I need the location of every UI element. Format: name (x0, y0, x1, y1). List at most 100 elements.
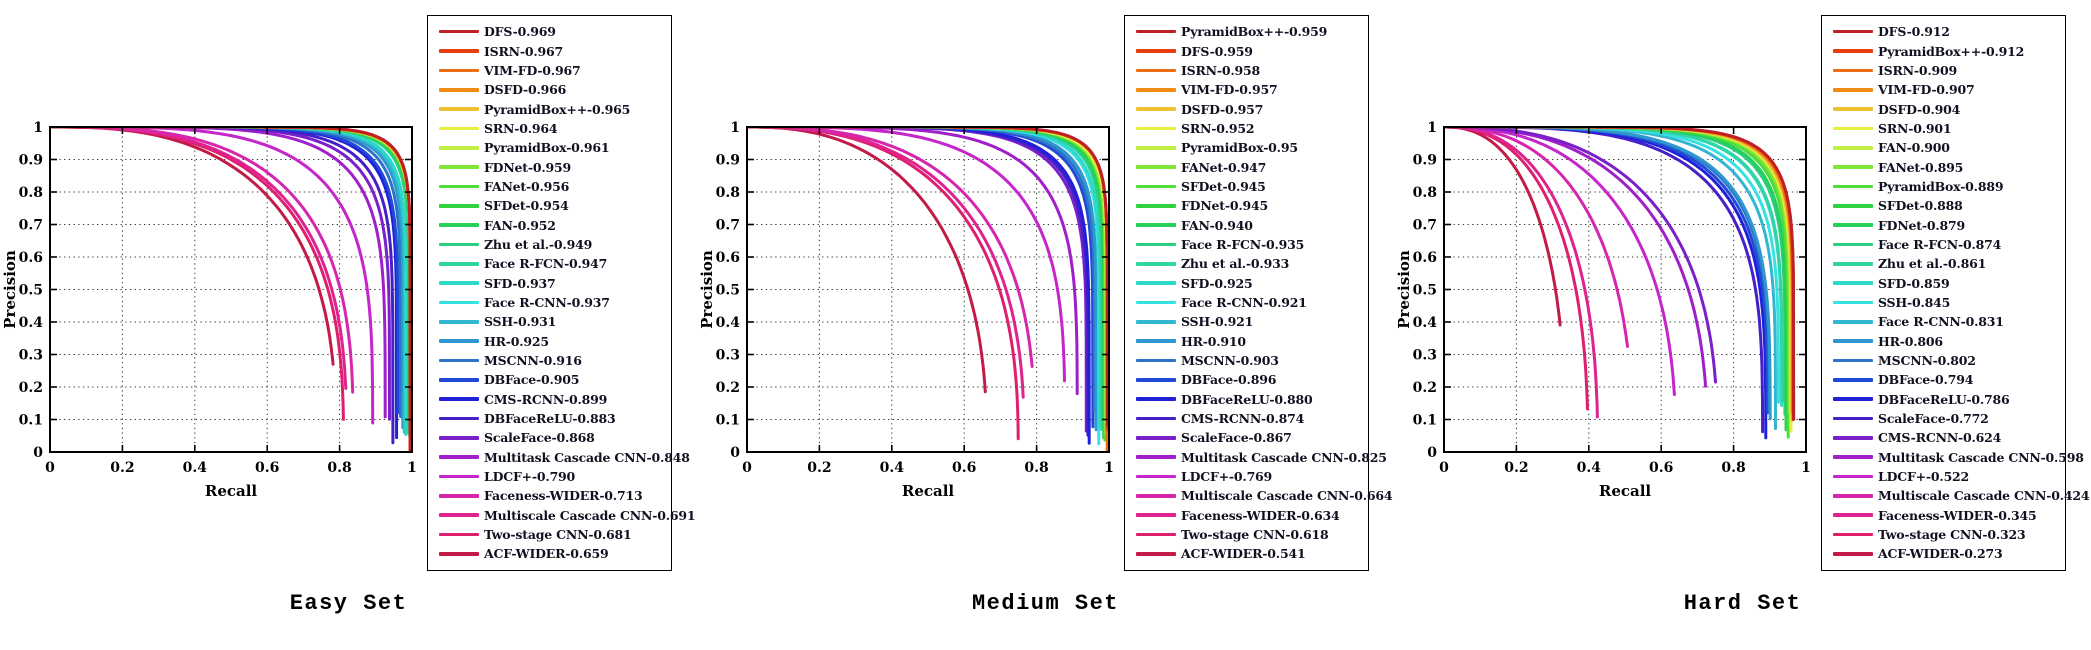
legend-item-label: Face R-FCN-0.935 (1181, 236, 1305, 252)
legend-item: SFD-0.937 (439, 275, 669, 292)
y-tick-label: 1 (1427, 120, 1437, 136)
x-tick-label: 0.2 (110, 460, 134, 476)
legend-item: SSH-0.931 (439, 313, 669, 330)
x-tick-label: 0.4 (183, 460, 208, 476)
legend-line-swatch (1833, 339, 1873, 343)
pr-chart-medium: 0 0.2 0.4 0.6 0.8 1 0 0.1 0.2 0.3 0.4 0.5 0.6 0.7 0.8 0… (698, 120, 1114, 500)
legend-line-swatch (439, 532, 479, 537)
legend-item: MSCNN-0.903 (1136, 352, 1366, 369)
legend-item: Face R-CNN-0.831 (1833, 313, 2063, 330)
curve-SFD (747, 127, 1102, 429)
legend-item-label: ISRN-0.967 (484, 43, 564, 59)
legend-item: SFDet-0.888 (1833, 197, 2063, 214)
legend-item-label: Zhu et al.-0.933 (1181, 256, 1290, 272)
legend-item-label: MSCNN-0.916 (484, 353, 582, 369)
legend-line-swatch (1833, 455, 1873, 460)
legend-item-label: Face R-FCN-0.874 (1878, 236, 2002, 252)
legend-box-easy: DFS-0.969 ISRN-0.967 VIM-FD-0.967 DSFD-0.96… (427, 15, 696, 571)
legend-item: SFDet-0.954 (439, 197, 669, 214)
legend-line-swatch (1136, 242, 1176, 247)
x-tick-label: 0.6 (952, 460, 976, 476)
legend-item: LDCF+-0.790 (439, 468, 669, 485)
y-tick-label: 0.3 (716, 348, 740, 364)
legend-item: HR-0.925 (439, 333, 669, 350)
legend-item: SFD-0.859 (1833, 275, 2063, 292)
legend-item-label: PyramidBox++-0.965 (484, 101, 631, 117)
curve-Zhu et al. (50, 127, 411, 426)
legend-item: VIM-FD-0.907 (1833, 81, 2063, 98)
legend-line-swatch (1136, 281, 1176, 285)
curve-SSH (747, 127, 1101, 425)
legend-item-label: ISRN-0.909 (1878, 62, 1958, 78)
legend-line-swatch (439, 397, 479, 401)
curve-Zhu et al. (747, 127, 1104, 431)
x-tick-label: 0.2 (807, 460, 831, 476)
legend-item: PyramidBox-0.961 (439, 139, 669, 156)
legend-item-label: Face R-CNN-0.831 (1878, 314, 2004, 330)
legend-line-swatch (1136, 49, 1176, 53)
legend-line-swatch (1136, 513, 1176, 518)
y-tick-label: 0.2 (19, 380, 43, 396)
legend-item-label: DBFaceReLU-0.786 (1878, 391, 2010, 407)
x-tick-label: 0 (742, 460, 752, 476)
legend-line-swatch (1136, 223, 1176, 227)
legend-item-label: DBFaceReLU-0.883 (484, 411, 616, 427)
legend-item-label: VIM-FD-0.907 (1878, 82, 1975, 98)
legend-item: CMS-RCNN-0.624 (1833, 429, 2063, 446)
legend-item: ScaleFace-0.772 (1833, 410, 2063, 427)
y-tick-label: 0.5 (19, 283, 43, 299)
curve-FANet (50, 127, 412, 432)
legend-line-swatch (1136, 107, 1176, 111)
legend-box-medium: PyramidBox++-0.959 DFS-0.959 ISRN-0.958 VIM… (1124, 15, 1393, 571)
legend-line-swatch (1136, 532, 1176, 537)
legend-item: Multiscale Cascade CNN-0.691 (439, 507, 696, 524)
y-tick-label: 0.2 (716, 380, 740, 396)
legend-item: Faceness-WIDER-0.345 (1833, 507, 2063, 524)
legend-line-swatch (1136, 68, 1176, 73)
legend-item-label: Faceness-WIDER-0.345 (1878, 507, 2037, 523)
x-axis-label: Recall (902, 482, 955, 500)
legend-item: LDCF+-0.522 (1833, 468, 2063, 485)
legend-item-label: DFS-0.912 (1878, 24, 1950, 40)
legend-item-label: DFS-0.959 (1181, 43, 1253, 59)
y-tick-label: 0.6 (716, 250, 740, 266)
legend-line-swatch (439, 494, 479, 498)
legend-line-swatch (439, 436, 479, 440)
legend-line-swatch (1833, 184, 1873, 189)
legend-line-swatch (1136, 339, 1176, 343)
curve-ACF-WIDER (50, 127, 335, 366)
legend-line-swatch (1833, 68, 1873, 73)
legend-box-hard: DFS-0.912 PyramidBox++-0.912 ISRN-0.909 VIM… (1821, 15, 2090, 571)
legend-item-label: PyramidBox++-0.959 (1181, 24, 1328, 40)
curve-ACF-WIDER (747, 127, 987, 394)
legend-item: Multiscale Cascade CNN-0.664 (1136, 487, 1393, 504)
curve-Two-stage CNN (50, 127, 345, 421)
x-tick-label: 0 (1439, 460, 1449, 476)
legend-item-label: SSH-0.931 (484, 314, 557, 330)
legend-line-swatch (439, 358, 479, 363)
y-tick-label: 0.1 (716, 413, 740, 429)
legend-line-swatch (1136, 474, 1176, 479)
legend-item-label: LDCF+-0.769 (1181, 469, 1273, 485)
curve-SFDet (50, 127, 412, 426)
panel-easy-set: 0 0.2 0.4 0.6 0.8 1 0 0.1 0.2 0.3 0.4 0.5 0.6 0.7 0.8 0… (0, 0, 697, 650)
legend-item: DBFace-0.896 (1136, 371, 1366, 388)
legend-item-label: CMS-RCNN-0.874 (1181, 411, 1305, 427)
legend-item: Multiscale Cascade CNN-0.424 (1833, 487, 2090, 504)
legend-line-swatch (1136, 29, 1176, 34)
legend-item: SSH-0.845 (1833, 294, 2063, 311)
legend-line-swatch (1833, 126, 1873, 131)
legend-item: DBFace-0.905 (439, 371, 669, 388)
legend-item-label: Two-stage CNN-0.681 (484, 527, 632, 543)
legend-line-swatch (1833, 494, 1873, 498)
curve-SRN (1444, 127, 1793, 433)
legend-line-swatch (1833, 397, 1873, 401)
y-tick-label: 0.4 (716, 315, 741, 331)
curve-Zhu et al. (1444, 127, 1784, 403)
x-tick-label: 0.2 (1504, 460, 1528, 476)
legend-item: PyramidBox++-0.912 (1833, 43, 2063, 60)
legend-line-swatch (1136, 203, 1176, 208)
legend-item: FANet-0.947 (1136, 159, 1366, 176)
legend-line-swatch (1136, 436, 1176, 440)
legend-item: DBFaceReLU-0.786 (1833, 391, 2063, 408)
